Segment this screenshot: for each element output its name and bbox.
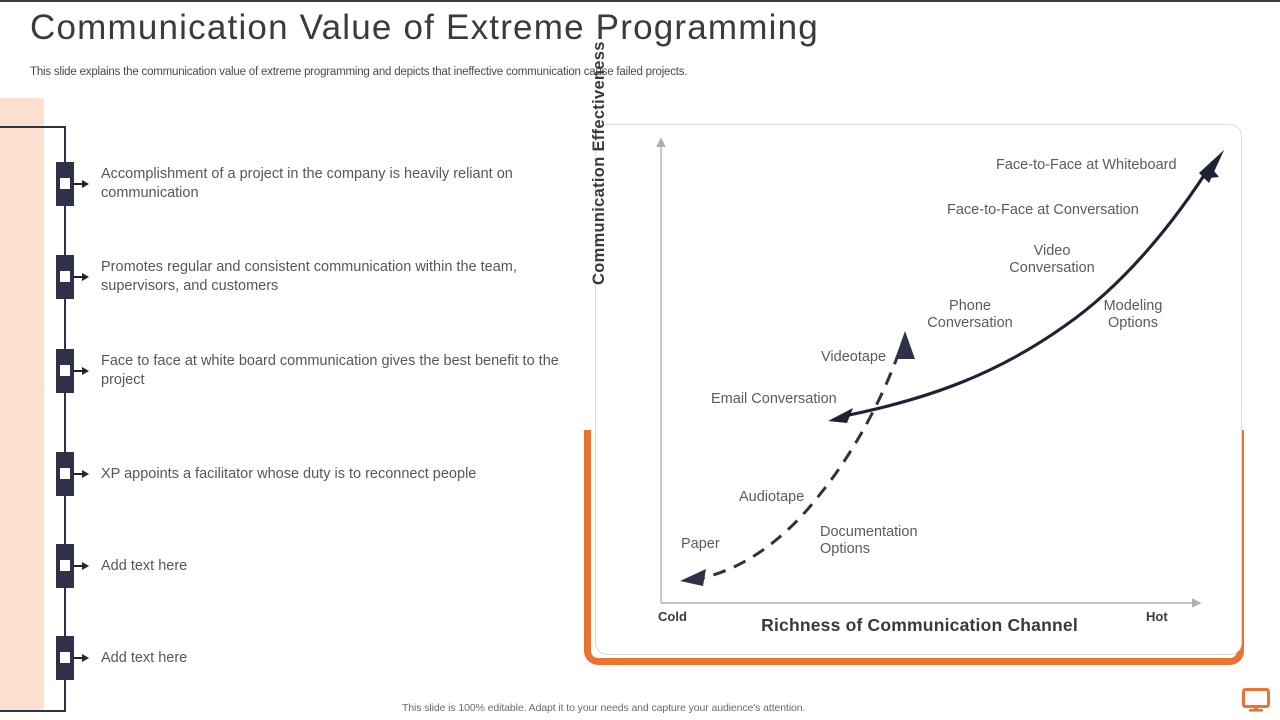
chart-annotation-documentation-options: Documentation Options (820, 524, 918, 557)
list-item[interactable]: Accomplishment of a project in the compa… (56, 162, 571, 206)
bullet-marker-icon (56, 162, 74, 206)
list-item[interactable]: Add text here (56, 544, 187, 588)
bullet-marker-icon (56, 452, 74, 496)
chart-annotation-email-conversation: Email Conversation (711, 391, 837, 407)
list-item-label: XP appoints a facilitator whose duty is … (101, 465, 477, 482)
chart-annotation-phone-conversation: Phone Conversation (927, 298, 1013, 331)
decorative-peach-band (0, 98, 44, 712)
chart-annotation-videotape: Videotape (821, 349, 887, 365)
chart-canvas (656, 137, 1224, 608)
series-documentation-curve (680, 331, 915, 586)
list-item-label: Add text here (101, 557, 188, 574)
list-item[interactable]: XP appoints a facilitator whose duty is … (56, 452, 476, 496)
monitor-icon (1242, 688, 1270, 712)
arrow-right-icon (74, 652, 90, 664)
chart-y-axis-label: Communication Effectiveness (590, 41, 608, 285)
bullet-marker-icon (56, 255, 74, 299)
chart-annotation-paper: Paper (681, 536, 720, 552)
bullet-marker-icon (56, 349, 74, 393)
bullet-list: Accomplishment of a project in the compa… (56, 150, 576, 710)
page-subtitle: This slide explains the communication va… (30, 66, 688, 78)
list-item[interactable]: Face to face at white board communicatio… (56, 349, 571, 393)
list-item-label: Accomplishment of a project in the compa… (101, 166, 513, 201)
arrow-right-icon (74, 560, 90, 572)
list-item-label: Promotes regular and consistent communic… (101, 259, 517, 294)
arrow-right-icon (74, 271, 90, 283)
list-item[interactable]: Add text here (56, 636, 187, 680)
page-title: Communication Value of Extreme Programmi… (30, 8, 819, 47)
chart-annotation-face-to-face-conversation: Face-to-Face at Conversation (947, 202, 1139, 218)
list-item[interactable]: Promotes regular and consistent communic… (56, 255, 571, 299)
arrow-right-icon (74, 365, 90, 377)
chart-annotation-audiotape: Audiotape (739, 489, 805, 505)
top-divider (0, 0, 1280, 2)
chart-x-axis-label: Richness of Communication Channel (761, 615, 1078, 635)
chart-annotation-modeling-options: Modeling Options (1103, 298, 1163, 331)
series-effectiveness-curve (828, 150, 1224, 423)
chart-card: Communication Effectiveness Face-to-Face… (590, 41, 1242, 655)
bullet-marker-icon (56, 544, 74, 588)
chart-annotation-face-to-face-whiteboard: Face-to-Face at Whiteboard (996, 157, 1177, 173)
chart-x-tick-hot: Hot (1146, 609, 1168, 624)
chart-annotation-video-conversation: Video Conversation (1009, 243, 1095, 276)
list-item-label: Face to face at white board communicatio… (101, 353, 559, 388)
decorative-navy-frame (0, 126, 66, 712)
list-item-label: Add text here (101, 649, 188, 666)
footer-note: This slide is 100% editable. Adapt it to… (402, 702, 806, 714)
bullet-marker-icon (56, 636, 74, 680)
arrow-right-icon (74, 178, 90, 190)
chart-x-tick-cold: Cold (658, 609, 687, 624)
arrow-right-icon (74, 468, 90, 480)
